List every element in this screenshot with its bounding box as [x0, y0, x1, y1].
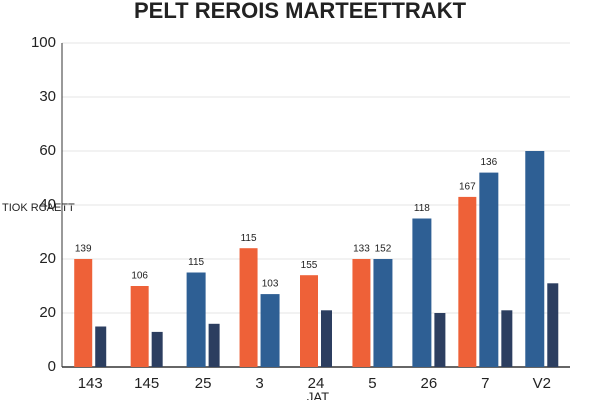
- bar: [239, 248, 258, 367]
- bar: [479, 172, 499, 367]
- x-tick-label: 26: [421, 375, 438, 392]
- bar: [260, 294, 280, 367]
- y-tick-label: 30: [39, 88, 56, 105]
- bar: [95, 326, 107, 367]
- y-axis-label: TIOK RCAETT: [2, 202, 75, 214]
- x-tick-label: 5: [368, 375, 376, 392]
- bar: [151, 331, 163, 367]
- x-tick-label: V2: [533, 375, 551, 392]
- bar-label: 103: [262, 279, 279, 290]
- bar-label: 133: [353, 244, 370, 255]
- x-axis-label: JAT: [307, 389, 329, 400]
- bar-label: 152: [375, 244, 392, 255]
- x-tick-label: 7: [481, 375, 489, 392]
- bar-label: 167: [459, 182, 476, 193]
- bar: [458, 196, 477, 367]
- bar: [300, 275, 318, 367]
- y-tick-label: 20: [39, 250, 56, 267]
- bar: [412, 218, 432, 367]
- bar: [130, 286, 149, 367]
- x-tick-label: 25: [195, 375, 212, 392]
- bar-label: 106: [131, 271, 148, 282]
- bar-label: 118: [414, 203, 430, 214]
- chart-title: PELT REROIS MARTEETTRAKT: [134, 0, 467, 23]
- y-tick-label: 60: [39, 142, 56, 159]
- x-tick-label: 3: [255, 375, 263, 392]
- y-tick-label: 0: [48, 358, 56, 375]
- bar-label: 155: [301, 260, 318, 271]
- bar-label: 115: [241, 233, 257, 244]
- y-tick-label: 40: [39, 196, 56, 213]
- bar-label: 136: [480, 157, 497, 168]
- y-tick-label: 100: [31, 34, 56, 51]
- bar: [501, 310, 513, 367]
- bar: [525, 151, 545, 367]
- bar: [352, 259, 371, 367]
- x-tick-label: 143: [78, 375, 103, 392]
- bar: [373, 259, 393, 367]
- x-tick-label: 24: [308, 375, 325, 392]
- bar: [434, 313, 446, 367]
- bar: [208, 323, 220, 367]
- bar: [186, 272, 206, 367]
- bar-label: 139: [75, 244, 92, 255]
- x-tick-label: 145: [134, 375, 159, 392]
- bar-label: 115: [188, 257, 204, 268]
- y-tick-label: 20: [39, 304, 56, 321]
- bar: [74, 259, 93, 367]
- bar: [547, 283, 559, 367]
- bar: [321, 310, 332, 367]
